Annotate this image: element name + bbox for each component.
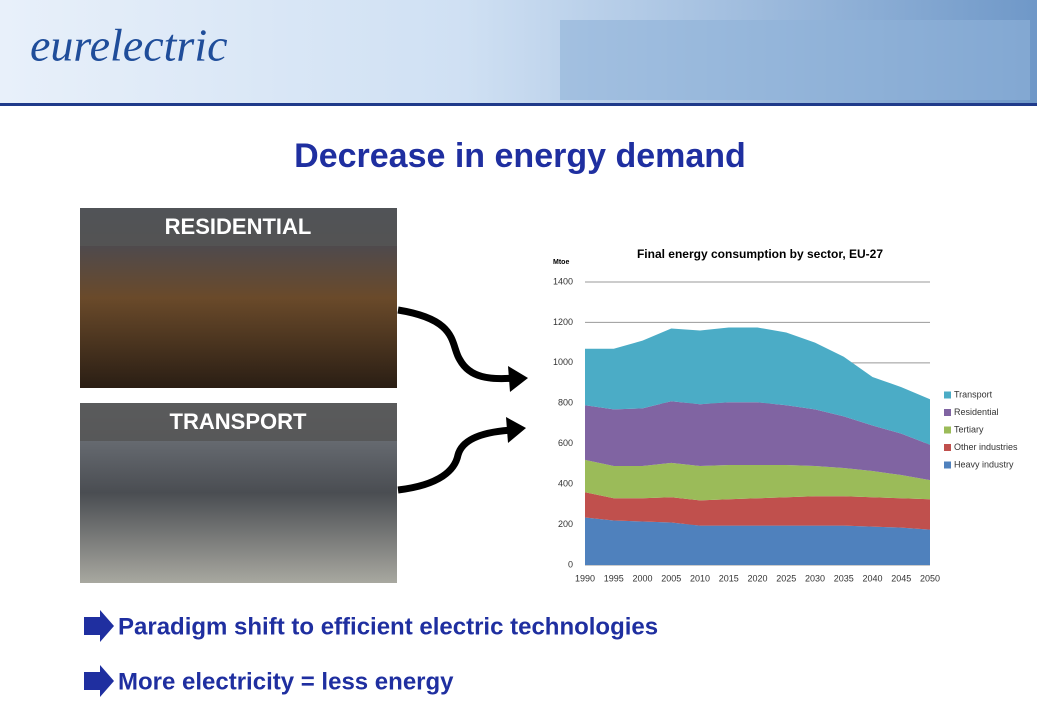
legend-label: Tertiary bbox=[954, 424, 984, 434]
y-tick-label: 400 bbox=[558, 479, 573, 489]
y-tick-label: 1200 bbox=[553, 317, 573, 327]
legend-swatch bbox=[944, 392, 951, 399]
x-tick-label: 1995 bbox=[604, 573, 624, 583]
x-tick-label: 2045 bbox=[891, 573, 911, 583]
bullet: Paradigm shift to efficient electric tec… bbox=[118, 613, 658, 640]
photo-label: TRANSPORT bbox=[170, 409, 307, 434]
legend-label: Heavy industry bbox=[954, 459, 1014, 469]
chart-title: Final energy consumption by sector, EU-2… bbox=[637, 247, 883, 261]
x-tick-label: 2005 bbox=[661, 573, 681, 583]
arrow bbox=[398, 430, 512, 490]
x-tick-label: 2015 bbox=[719, 573, 739, 583]
logo: eurelectric bbox=[30, 20, 228, 71]
x-tick-label: 2025 bbox=[776, 573, 796, 583]
x-tick-label: 2000 bbox=[632, 573, 652, 583]
x-tick-label: 1990 bbox=[575, 573, 595, 583]
bullet: More electricity = less energy bbox=[118, 668, 454, 695]
y-tick-label: 600 bbox=[558, 438, 573, 448]
y-tick-label: 1400 bbox=[553, 276, 573, 286]
legend-label: Other industries bbox=[954, 442, 1018, 452]
page: {"header": {"logo": "eurelectric"}, "tit… bbox=[0, 0, 1037, 720]
y-tick-label: 800 bbox=[558, 398, 573, 408]
y-axis-label: Mtoe bbox=[553, 259, 569, 266]
legend-swatch bbox=[944, 444, 951, 451]
chart: Final energy consumption by sector, EU-2… bbox=[553, 247, 1018, 583]
legend-label: Transport bbox=[954, 389, 993, 399]
slide: eurelectric Decrease in energy demand RE… bbox=[0, 0, 1037, 720]
y-tick-label: 0 bbox=[568, 559, 573, 569]
x-tick-label: 2010 bbox=[690, 573, 710, 583]
header-image bbox=[560, 20, 1030, 100]
x-tick-label: 2040 bbox=[862, 573, 882, 583]
legend-label: Residential bbox=[954, 407, 999, 417]
x-tick-label: 2050 bbox=[920, 573, 940, 583]
legend-swatch bbox=[944, 427, 951, 434]
x-tick-label: 2030 bbox=[805, 573, 825, 583]
bullet-arrow bbox=[84, 610, 114, 642]
x-tick-label: 2035 bbox=[834, 573, 854, 583]
arrow bbox=[398, 310, 515, 379]
y-tick-label: 1000 bbox=[553, 357, 573, 367]
y-tick-label: 200 bbox=[558, 519, 573, 529]
header-rule bbox=[0, 103, 1037, 106]
bullet-arrow bbox=[84, 665, 114, 697]
legend-swatch bbox=[944, 409, 951, 416]
x-tick-label: 2020 bbox=[747, 573, 767, 583]
slide-title: Decrease in energy demand bbox=[294, 137, 746, 175]
photo-label: RESIDENTIAL bbox=[165, 214, 312, 239]
arrow-head bbox=[508, 366, 528, 392]
arrow-head bbox=[506, 417, 526, 443]
legend-swatch bbox=[944, 462, 951, 469]
